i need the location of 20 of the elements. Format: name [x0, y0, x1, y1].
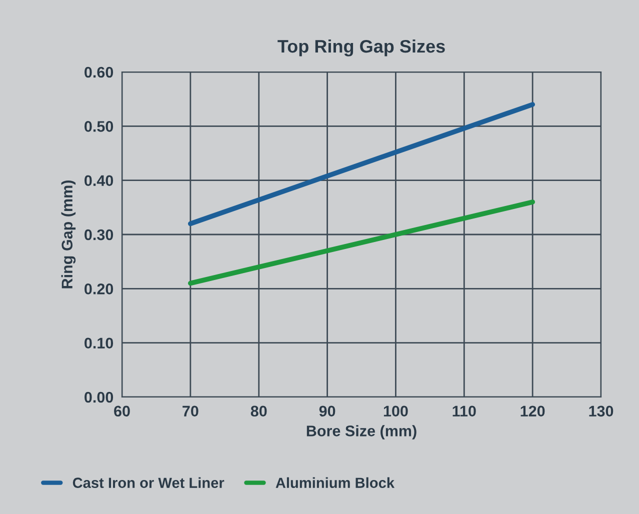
- x-axis-title: Bore Size (mm): [306, 425, 416, 440]
- x-tick-label: 110: [452, 406, 476, 417]
- x-tick-label: 130: [589, 406, 614, 417]
- legend-label: Aluminium Block: [276, 477, 395, 488]
- chart-title: Top Ring Gap Sizes: [278, 39, 445, 56]
- y-tick-label: 0.50: [84, 121, 114, 132]
- y-tick-label: 0.10: [84, 338, 114, 349]
- legend-label: Cast Iron or Wet Liner: [72, 477, 224, 488]
- y-tick-label: 0.60: [84, 66, 114, 78]
- x-tick-label: 60: [114, 406, 130, 417]
- y-axis-title: Ring Gap (mm): [61, 180, 76, 288]
- x-tick-label: 120: [520, 406, 545, 417]
- x-tick-label: 70: [182, 406, 198, 417]
- y-tick-label: 0.30: [84, 229, 114, 240]
- y-tick-label: 0.20: [84, 284, 114, 294]
- y-tick-label: 0.40: [84, 175, 114, 186]
- x-tick-label: 100: [384, 406, 408, 417]
- x-tick-label: 90: [319, 406, 336, 417]
- x-tick-label: 80: [250, 406, 267, 417]
- y-tick-label: 0.00: [84, 392, 114, 403]
